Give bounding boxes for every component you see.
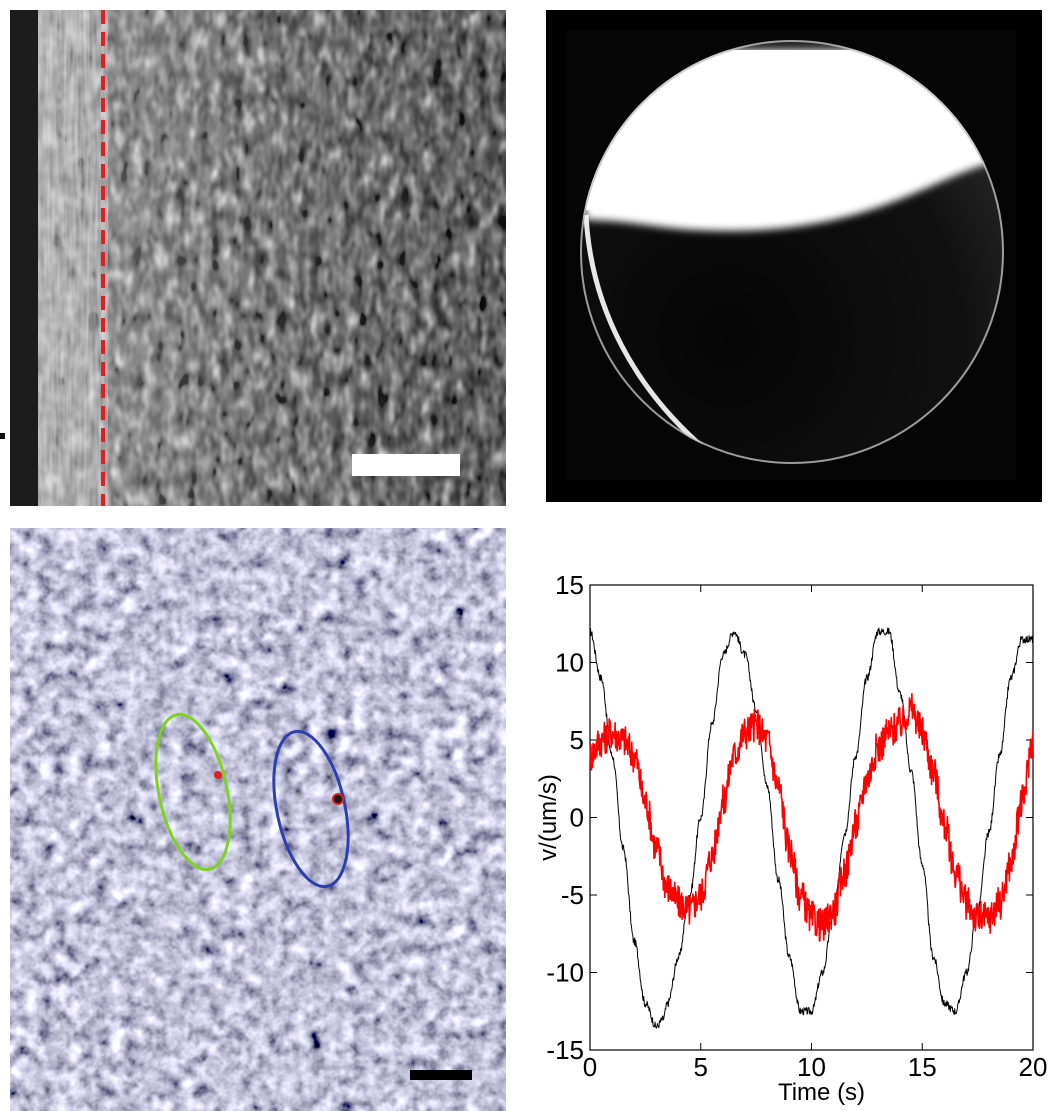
x-tick-label: 0 (583, 1052, 597, 1082)
red-velocity-series (589, 692, 1034, 942)
stray-mark (0, 433, 5, 439)
chart-svg: 0 5 10 15 20 -15 -10 -5 0 5 10 15 Time (s) v/(um/s) (535, 570, 1048, 1106)
y-tick-label: 0 (570, 803, 584, 833)
blue-ellipse (272, 729, 350, 889)
panel-a-microscopy-image (10, 10, 506, 506)
panel-b-sphere (546, 10, 1042, 502)
x-axis-label: Time (s) (778, 1079, 865, 1106)
panel-c-texture (10, 528, 506, 1111)
y-axis-label: v/(um/s) (535, 774, 562, 861)
y-tick-label: -15 (546, 1035, 584, 1065)
y-tick-label: -10 (546, 958, 584, 988)
x-tick-label: 5 (694, 1052, 708, 1082)
y-tick-label: -5 (561, 880, 584, 910)
panel-c-microscopy-image (10, 528, 506, 1111)
x-tick-label: 10 (797, 1052, 826, 1082)
scale-bar (352, 454, 460, 476)
x-tick-label: 20 (1019, 1052, 1048, 1082)
red-marker (214, 771, 222, 779)
y-tick-label: 15 (555, 570, 584, 600)
panel-d-velocity-chart: 0 5 10 15 20 -15 -10 -5 0 5 10 15 Time (s) v/(um/s) (530, 560, 1048, 1111)
y-tick-label: 5 (570, 725, 584, 755)
black-red-marker (332, 793, 344, 805)
black-velocity-series (590, 627, 1034, 1029)
x-tick-label: 15 (908, 1052, 937, 1082)
scale-bar (410, 1070, 472, 1080)
plot-frame (589, 584, 1034, 1051)
panel-b-sphere-image (546, 10, 1042, 502)
green-ellipse (154, 712, 232, 872)
y-tick-label: 10 (555, 648, 584, 678)
panel-a-texture (10, 10, 506, 506)
